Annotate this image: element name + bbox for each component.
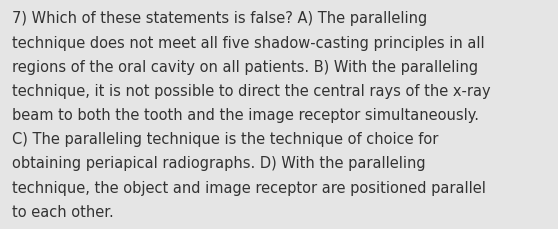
Text: beam to both the tooth and the image receptor simultaneously.: beam to both the tooth and the image rec… xyxy=(12,108,479,123)
Text: technique, it is not possible to direct the central rays of the x-ray: technique, it is not possible to direct … xyxy=(12,84,491,98)
Text: C) The paralleling technique is the technique of choice for: C) The paralleling technique is the tech… xyxy=(12,132,439,147)
Text: technique does not meet all five shadow-casting principles in all: technique does not meet all five shadow-… xyxy=(12,35,485,50)
Text: regions of the oral cavity on all patients. B) With the paralleling: regions of the oral cavity on all patien… xyxy=(12,60,478,74)
Text: technique, the object and image receptor are positioned parallel: technique, the object and image receptor… xyxy=(12,180,486,195)
Text: 7) Which of these statements is false? A) The paralleling: 7) Which of these statements is false? A… xyxy=(12,11,427,26)
Text: obtaining periapical radiographs. D) With the paralleling: obtaining periapical radiographs. D) Wit… xyxy=(12,156,426,171)
Text: to each other.: to each other. xyxy=(12,204,114,219)
